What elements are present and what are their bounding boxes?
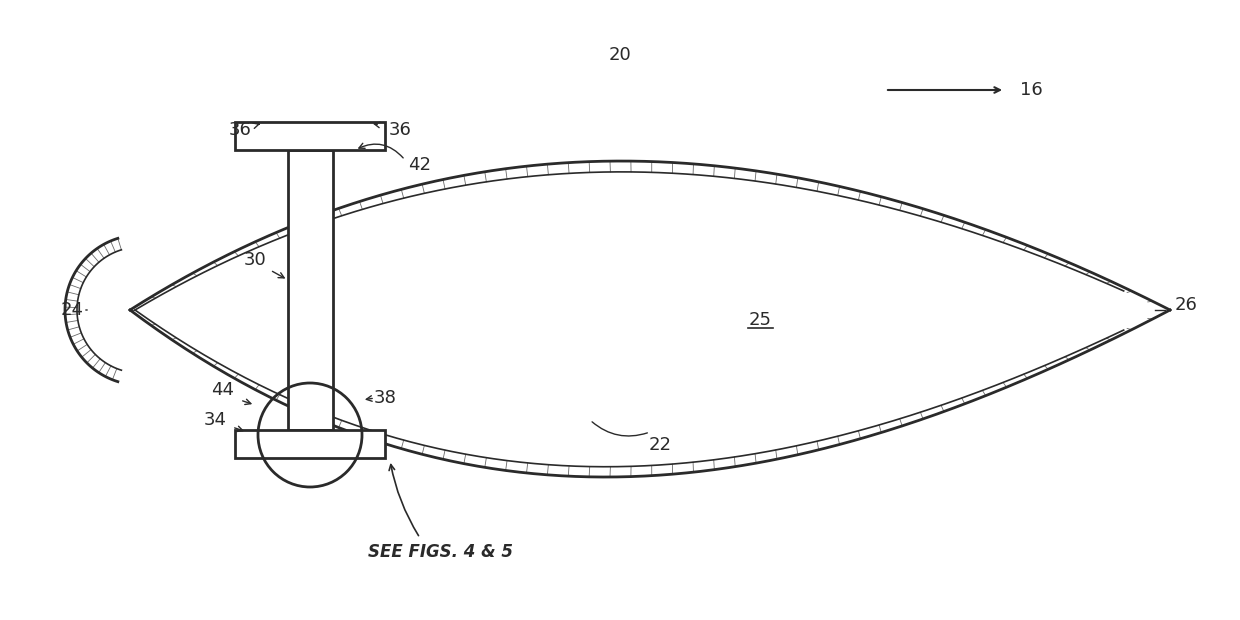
Bar — [236, 430, 384, 458]
Text: 26: 26 — [1176, 296, 1198, 314]
Bar — [288, 150, 334, 430]
Text: 36: 36 — [228, 121, 252, 139]
Text: 38: 38 — [373, 389, 397, 407]
Text: 25: 25 — [749, 311, 771, 329]
Text: 36: 36 — [388, 121, 412, 139]
Bar — [236, 122, 384, 150]
Text: 24: 24 — [61, 301, 83, 319]
Text: 34: 34 — [203, 411, 227, 429]
Text: 44: 44 — [212, 381, 234, 399]
Text: 22: 22 — [649, 436, 672, 454]
Text: 16: 16 — [1021, 81, 1043, 99]
Text: SEE FIGS. 4 & 5: SEE FIGS. 4 & 5 — [367, 543, 512, 561]
Text: 30: 30 — [243, 251, 267, 269]
Text: 20: 20 — [609, 46, 631, 64]
Text: 42: 42 — [408, 156, 432, 174]
